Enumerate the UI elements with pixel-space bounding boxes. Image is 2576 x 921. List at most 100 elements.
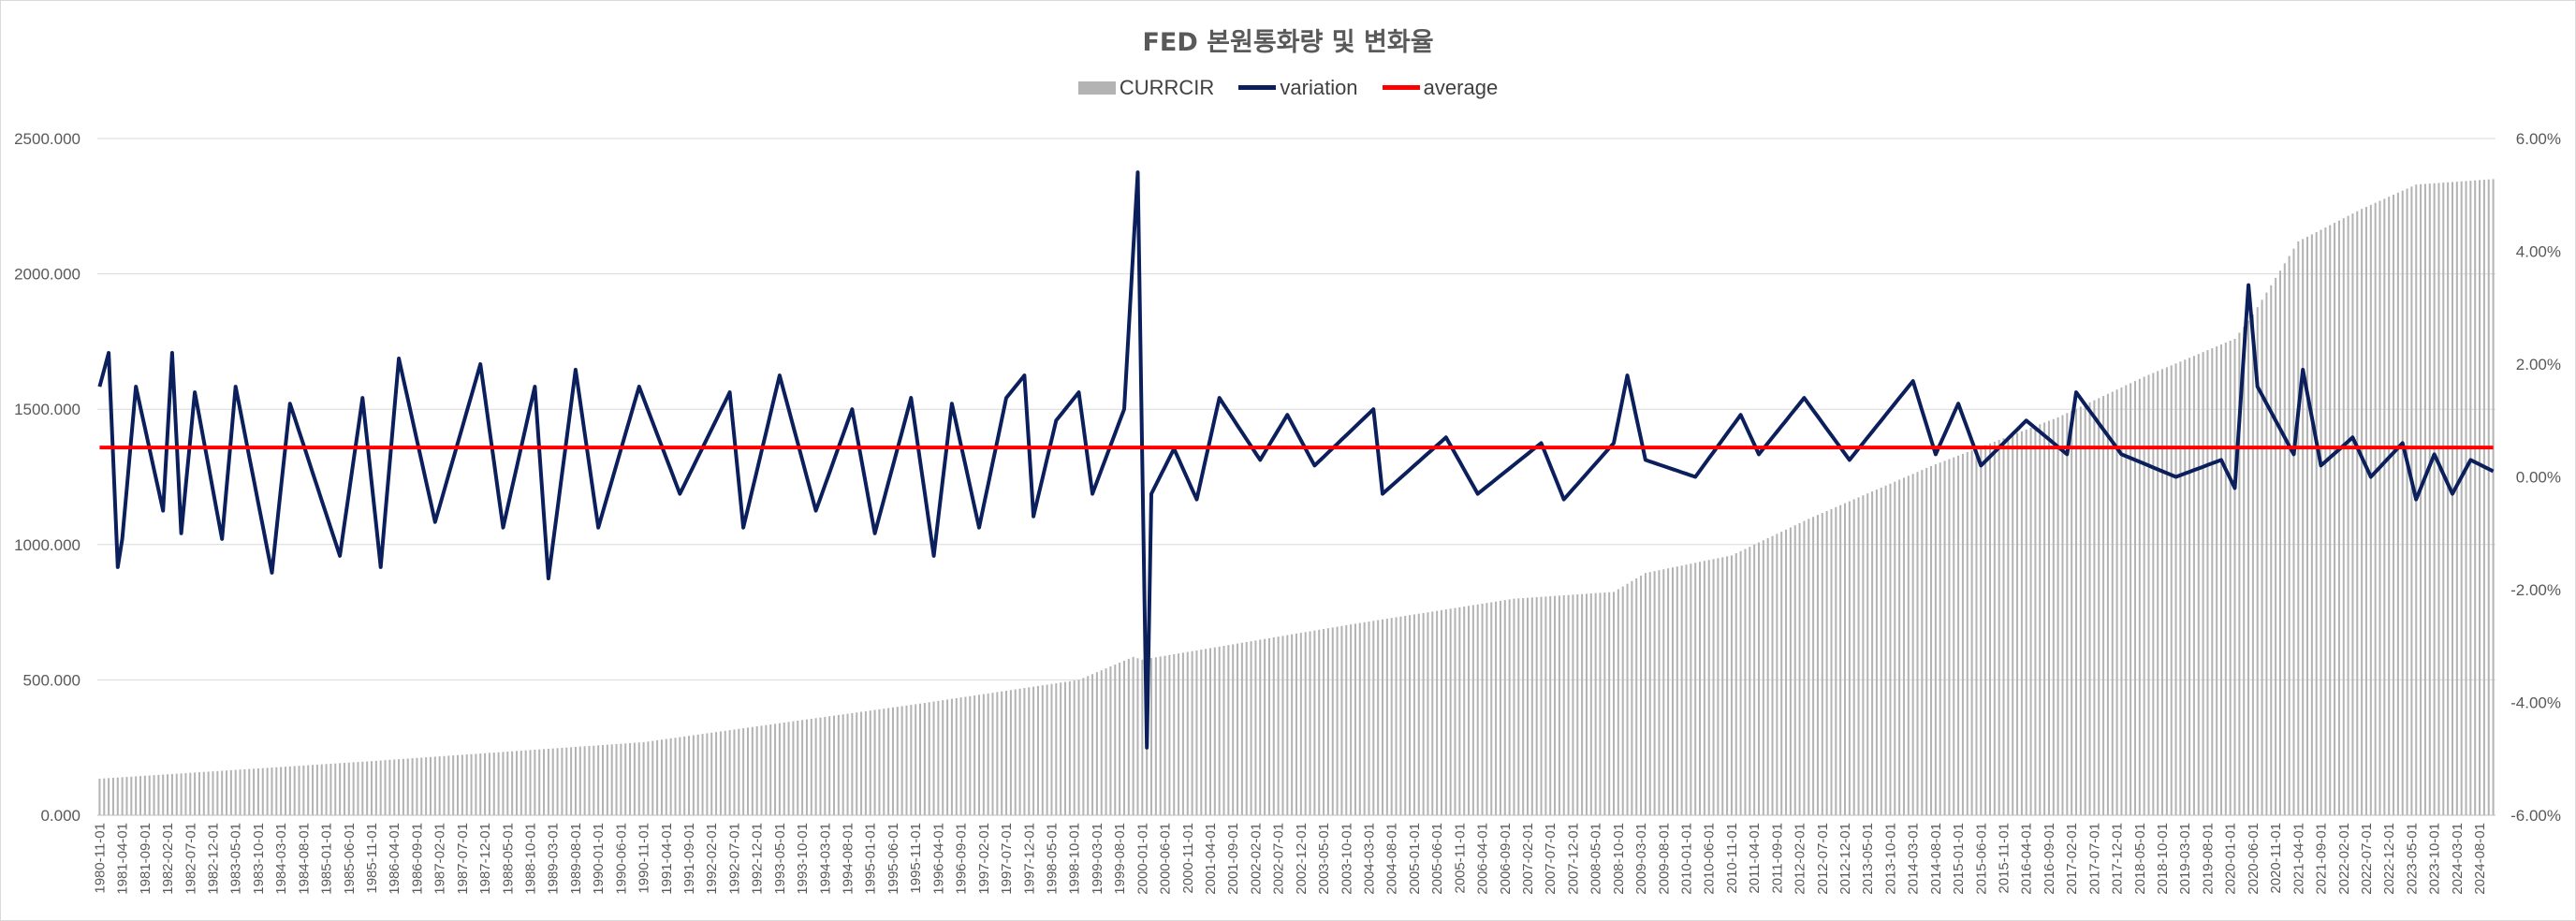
x-tick-label: 1992-07-01 bbox=[726, 823, 742, 895]
x-tick-label: 2015-06-01 bbox=[1973, 823, 1989, 895]
bar bbox=[900, 706, 903, 815]
bar bbox=[642, 741, 645, 815]
x-tick-label: 1990-01-01 bbox=[591, 823, 607, 895]
bar bbox=[2211, 348, 2214, 815]
y-right-tick-label: 6.00% bbox=[2516, 130, 2561, 148]
bar bbox=[2002, 438, 2005, 815]
bar bbox=[479, 753, 482, 815]
bar bbox=[2351, 213, 2354, 815]
bar bbox=[420, 757, 423, 815]
bar bbox=[1948, 459, 1951, 815]
legend: CURRCIR variation average bbox=[1, 74, 2575, 100]
x-tick-label: 2002-12-01 bbox=[1294, 823, 1310, 895]
bar bbox=[1127, 658, 1130, 815]
bar bbox=[1617, 589, 1619, 815]
x-tick-label: 1980-11-01 bbox=[92, 823, 108, 894]
bar bbox=[2088, 402, 2091, 815]
bar bbox=[760, 725, 763, 815]
bar bbox=[1513, 598, 1515, 815]
bar bbox=[942, 700, 944, 815]
bar bbox=[1476, 604, 1479, 815]
bar bbox=[733, 729, 736, 815]
bar bbox=[2278, 270, 2281, 815]
bar bbox=[1323, 629, 1325, 815]
x-tick-label: 1999-03-01 bbox=[1090, 823, 1105, 895]
bar bbox=[1227, 645, 1230, 815]
bar bbox=[746, 727, 750, 815]
x-tick-label: 1987-02-01 bbox=[432, 823, 448, 895]
bar bbox=[1503, 600, 1506, 815]
bar bbox=[656, 739, 659, 815]
bar bbox=[1409, 615, 1412, 815]
bar bbox=[2479, 180, 2481, 816]
x-tick-label: 2022-12-01 bbox=[2381, 823, 2397, 895]
bar bbox=[139, 776, 142, 815]
bar bbox=[2233, 339, 2236, 815]
bar bbox=[488, 753, 490, 815]
bar bbox=[1744, 548, 1747, 815]
bar bbox=[1776, 534, 1778, 815]
bar bbox=[1631, 580, 1633, 815]
y-left-tick-label: 500.000 bbox=[23, 671, 80, 689]
x-tick-label: 1992-02-01 bbox=[704, 823, 720, 895]
bar bbox=[696, 734, 699, 815]
bar bbox=[1295, 633, 1298, 815]
bar bbox=[915, 704, 917, 815]
bar bbox=[2275, 277, 2277, 815]
bar bbox=[1875, 489, 1878, 815]
bar bbox=[1077, 680, 1080, 815]
bar bbox=[1195, 650, 1198, 815]
bar bbox=[1060, 682, 1062, 815]
bar bbox=[950, 698, 953, 815]
bar bbox=[2125, 385, 2128, 815]
bar bbox=[710, 732, 713, 815]
bar bbox=[2047, 420, 2050, 815]
bar bbox=[121, 777, 124, 815]
bar bbox=[425, 757, 428, 815]
x-tick-label: 2006-09-01 bbox=[1498, 823, 1514, 895]
x-tick-label: 1996-09-01 bbox=[954, 823, 970, 895]
bar bbox=[837, 714, 840, 815]
bar bbox=[465, 754, 468, 815]
bar bbox=[2165, 367, 2168, 815]
bar bbox=[406, 758, 409, 815]
bar bbox=[266, 768, 269, 815]
bar bbox=[2161, 369, 2164, 815]
bar bbox=[1857, 497, 1860, 815]
bar bbox=[2066, 413, 2069, 815]
bar bbox=[366, 761, 369, 815]
bar bbox=[1957, 455, 1960, 815]
bar bbox=[2388, 197, 2391, 816]
bar bbox=[438, 756, 441, 815]
bar bbox=[787, 722, 790, 815]
bar bbox=[805, 719, 808, 815]
bar bbox=[1808, 519, 1810, 815]
bar bbox=[543, 749, 546, 815]
bar bbox=[2251, 314, 2254, 816]
bar bbox=[2084, 404, 2086, 815]
x-tick-label: 1997-12-01 bbox=[1021, 823, 1037, 895]
bar bbox=[792, 721, 795, 815]
bar bbox=[194, 772, 197, 815]
bar bbox=[1730, 555, 1733, 815]
bar bbox=[339, 763, 342, 815]
bar bbox=[2243, 326, 2246, 815]
bar bbox=[2206, 350, 2209, 815]
bar bbox=[2025, 429, 2027, 815]
bar bbox=[538, 749, 541, 815]
bar bbox=[2052, 418, 2055, 815]
bar bbox=[738, 728, 740, 815]
bar bbox=[1667, 568, 1670, 815]
x-tick-label: 2018-05-01 bbox=[2132, 823, 2148, 895]
x-tick-label: 1983-05-01 bbox=[228, 823, 244, 895]
bar bbox=[1749, 547, 1751, 815]
bar bbox=[2401, 190, 2404, 815]
bar bbox=[2288, 256, 2291, 815]
bar bbox=[1082, 678, 1085, 815]
bar bbox=[2152, 373, 2155, 815]
bar bbox=[352, 762, 355, 815]
x-tick-label: 1987-12-01 bbox=[477, 823, 493, 895]
bar bbox=[1372, 621, 1375, 815]
bar bbox=[229, 769, 232, 815]
x-tick-label: 2020-01-01 bbox=[2223, 823, 2239, 895]
